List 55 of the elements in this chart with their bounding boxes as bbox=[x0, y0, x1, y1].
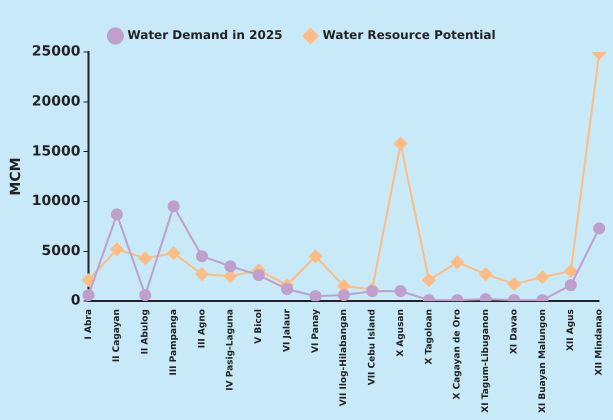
x-tick-label: V Bicol bbox=[254, 309, 264, 344]
point bbox=[507, 277, 522, 292]
point bbox=[224, 260, 236, 272]
x-tick-label: VI Panay bbox=[310, 308, 321, 354]
point bbox=[139, 289, 152, 302]
x-tick-label: II Cagayan bbox=[112, 309, 122, 362]
x-tick-label: IV Pasig-Laguna bbox=[226, 309, 236, 391]
point bbox=[564, 264, 578, 278]
point bbox=[450, 255, 464, 270]
point bbox=[535, 270, 550, 284]
point bbox=[168, 200, 180, 212]
point bbox=[308, 249, 322, 264]
x-tick-label: VII Ilog-Hilabangan bbox=[339, 309, 350, 406]
legend-label: Water Demand in 2025 bbox=[127, 28, 283, 42]
x-tick-label: XII Agus bbox=[566, 309, 576, 352]
y-axis-title: MCM bbox=[8, 157, 24, 196]
y-tick-label: 15000 bbox=[32, 143, 81, 160]
x-tick-label: III Pampanga bbox=[168, 309, 179, 376]
point bbox=[196, 250, 208, 262]
x-tick-label: X Cagayan de Oro bbox=[452, 309, 463, 400]
point bbox=[110, 208, 123, 220]
point bbox=[422, 273, 436, 288]
x-tick-label: XII Mindanao bbox=[594, 309, 605, 376]
y-tick-label: 10000 bbox=[32, 193, 81, 210]
point bbox=[478, 267, 493, 282]
point bbox=[194, 267, 209, 282]
x-tick-label: X Tagoloan bbox=[424, 309, 434, 365]
point bbox=[82, 273, 96, 288]
y-tick-label: 25000 bbox=[32, 44, 81, 60]
x-tick-label: III Agno bbox=[197, 309, 208, 348]
y-tick-label: 20000 bbox=[32, 93, 81, 110]
point bbox=[110, 242, 124, 256]
x-tick-label: X Agusan bbox=[396, 309, 406, 357]
point bbox=[82, 289, 95, 302]
point bbox=[394, 136, 408, 151]
point bbox=[138, 251, 152, 266]
point bbox=[564, 279, 577, 292]
x-tick-label: I Abra bbox=[84, 309, 94, 340]
point bbox=[252, 269, 265, 282]
point bbox=[281, 283, 294, 296]
point bbox=[366, 285, 378, 298]
x-tick-label: VI Jalaur bbox=[282, 308, 292, 352]
x-tick-label: II Abulog bbox=[140, 309, 151, 354]
x-tick-label: VII Cebu Island bbox=[368, 309, 378, 386]
point bbox=[338, 289, 350, 302]
point bbox=[593, 222, 606, 234]
x-tick-label: XI Davao bbox=[509, 309, 520, 354]
x-tick-label: XI Buayan Malungon bbox=[538, 309, 548, 414]
y-tick-label: 0 bbox=[70, 292, 81, 309]
point bbox=[309, 290, 322, 302]
legend-label: Water Resource Potential bbox=[322, 28, 496, 42]
point bbox=[166, 246, 181, 260]
point bbox=[394, 285, 407, 298]
y-tick-label: 5000 bbox=[42, 242, 81, 259]
x-tick-label: XI Tagum-Libuganon bbox=[481, 309, 492, 413]
